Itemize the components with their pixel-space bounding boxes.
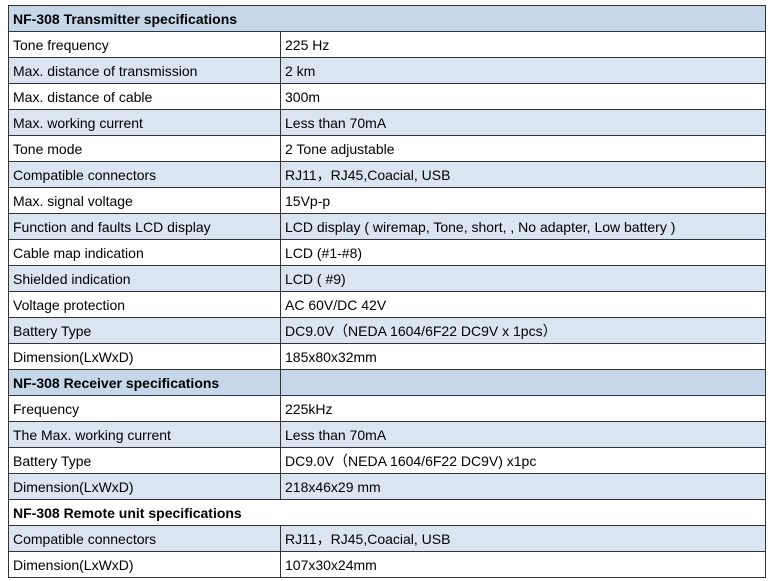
spec-value: LCD display ( wiremap, Tone, short, , No… <box>280 213 766 240</box>
spec-table: NF-308 Transmitter specifications Tone fr… <box>8 5 766 578</box>
spec-value: AC 60V/DC 42V <box>280 291 766 318</box>
spec-value: Less than 70mA <box>280 109 766 136</box>
spec-value: 2 Tone adjustable <box>280 135 766 162</box>
spec-value: 225kHz <box>280 395 766 422</box>
spec-name: Function and faults LCD display <box>8 213 281 240</box>
spec-value: RJ11，RJ45,Coacial, USB <box>280 161 766 188</box>
section-header: NF-308 Remote unit specifications <box>8 499 766 526</box>
section-title: NF-308 Transmitter specifications <box>8 5 766 32</box>
spec-row: Shielded indication LCD ( #9) <box>8 265 766 292</box>
spec-row: Function and faults LCD display LCD displ… <box>8 213 766 240</box>
spec-name: Voltage protection <box>8 291 281 318</box>
spec-name: Battery Type <box>8 447 281 474</box>
spec-name: Tone mode <box>8 135 281 162</box>
spec-row: Dimension(LxWxD) 107x30x24mm <box>8 551 766 578</box>
spec-name: Dimension(LxWxD) <box>8 343 281 370</box>
spec-row: Max. signal voltage 15Vp-p <box>8 187 766 214</box>
spec-row: Frequency 225kHz <box>8 395 766 422</box>
section-title: NF-308 Receiver specifications <box>8 369 281 396</box>
spec-row: Compatible connectors RJ11，RJ45,Coacial, … <box>8 161 766 188</box>
spec-row: Cable map indication LCD (#1-#8) <box>8 239 766 266</box>
spec-value: 2 km <box>280 57 766 84</box>
spec-value: 218x46x29 mm <box>280 473 766 500</box>
spec-value: LCD ( #9) <box>280 265 766 292</box>
section-header: NF-308 Receiver specifications <box>8 369 766 396</box>
spec-row: Voltage protection AC 60V/DC 42V <box>8 291 766 318</box>
empty-cell <box>280 369 766 396</box>
spec-row: Max. distance of transmission 2 km <box>8 57 766 84</box>
spec-name: Dimension(LxWxD) <box>8 551 281 578</box>
spec-name: The Max. working current <box>8 421 281 448</box>
spec-value: DC9.0V（NEDA 1604/6F22 DC9V x 1pcs） <box>280 317 766 344</box>
spec-row: Max. working current Less than 70mA <box>8 109 766 136</box>
spec-row: Tone frequency 225 Hz <box>8 31 766 58</box>
spec-name: Max. distance of transmission <box>8 57 281 84</box>
spec-row: Max. distance of cable 300m <box>8 83 766 110</box>
spec-value: 300m <box>280 83 766 110</box>
section-title: NF-308 Remote unit specifications <box>8 499 766 526</box>
spec-value: 225 Hz <box>280 31 766 58</box>
spec-name: Frequency <box>8 395 281 422</box>
spec-value: RJ11，RJ45,Coacial, USB <box>280 525 766 552</box>
spec-name: Max. working current <box>8 109 281 136</box>
spec-name: Cable map indication <box>8 239 281 266</box>
spec-value: LCD (#1-#8) <box>280 239 766 266</box>
spec-row: Compatible connectors RJ11，RJ45,Coacial, … <box>8 525 766 552</box>
spec-name: Tone frequency <box>8 31 281 58</box>
spec-value: 15Vp-p <box>280 187 766 214</box>
spec-name: Compatible connectors <box>8 525 281 552</box>
spec-name: Max. signal voltage <box>8 187 281 214</box>
spec-value: 185x80x32mm <box>280 343 766 370</box>
spec-value: Less than 70mA <box>280 421 766 448</box>
spec-value: 107x30x24mm <box>280 551 766 578</box>
spec-row: Tone mode 2 Tone adjustable <box>8 135 766 162</box>
spec-row: Battery Type DC9.0V（NEDA 1604/6F22 DC9V) … <box>8 447 766 474</box>
spec-name: Shielded indication <box>8 265 281 292</box>
spec-name: Compatible connectors <box>8 161 281 188</box>
spec-row: Battery Type DC9.0V（NEDA 1604/6F22 DC9V x… <box>8 317 766 344</box>
spec-name: Max. distance of cable <box>8 83 281 110</box>
spec-value: DC9.0V（NEDA 1604/6F22 DC9V) x1pc <box>280 447 766 474</box>
section-header: NF-308 Transmitter specifications <box>8 5 766 32</box>
spec-row: Dimension(LxWxD) 185x80x32mm <box>8 343 766 370</box>
spec-name: Battery Type <box>8 317 281 344</box>
spec-row: The Max. working current Less than 70mA <box>8 421 766 448</box>
spec-name: Dimension(LxWxD) <box>8 473 281 500</box>
spec-row: Dimension(LxWxD) 218x46x29 mm <box>8 473 766 500</box>
